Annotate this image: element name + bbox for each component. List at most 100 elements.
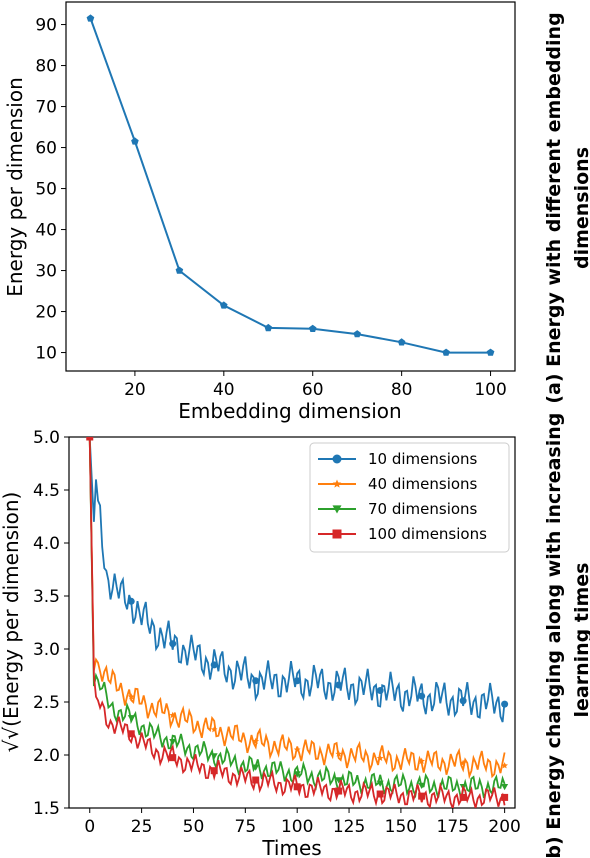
panel-a-xtick-label: 60 bbox=[302, 380, 324, 400]
panel-b-xtick-label: 150 bbox=[385, 817, 417, 837]
legend-marker bbox=[332, 454, 342, 464]
panel-b-series-marker bbox=[252, 776, 260, 784]
panel-a-xtick-label: 40 bbox=[213, 380, 235, 400]
panel-b-xtick-label: 100 bbox=[281, 817, 313, 837]
panel-b-series-2 bbox=[87, 437, 509, 799]
panel-b-marks bbox=[86, 437, 509, 808]
panel-a-ytick-label: 30 bbox=[35, 262, 57, 282]
panel-b-series-marker bbox=[501, 700, 509, 708]
panel-a-data-point bbox=[397, 338, 406, 346]
panel-b-series-marker bbox=[376, 780, 384, 787]
panel-a-ylabel: Energy per dimension bbox=[3, 77, 27, 297]
panel-b-series-marker bbox=[210, 767, 218, 775]
panel-b-series-marker bbox=[252, 737, 259, 745]
panel-a-data-point bbox=[264, 323, 273, 332]
panel-b-series-marker bbox=[293, 746, 301, 753]
panel-a-data-point bbox=[131, 137, 139, 145]
panel-b-series-marker bbox=[459, 793, 467, 801]
panel-a-data-point bbox=[442, 348, 450, 356]
panel-b-ytick-label: 1.5 bbox=[33, 799, 60, 819]
panel-a-caption-line-1: (a) Energy with different embedding bbox=[543, 12, 565, 403]
panel-b-series-marker bbox=[169, 711, 176, 719]
panel-b-series-line bbox=[88, 437, 506, 799]
legend-marker bbox=[332, 479, 342, 488]
panel-b-series-marker bbox=[459, 759, 467, 766]
panel-b-series-marker bbox=[210, 661, 218, 669]
legend-label: 40 dimensions bbox=[368, 475, 478, 493]
panel-b-series-marker bbox=[252, 764, 260, 771]
panel-b-plot-frame bbox=[68, 436, 516, 809]
panel-b-series-line bbox=[88, 437, 506, 723]
panel-a-ytick-label: 80 bbox=[35, 57, 57, 77]
panel-b-series-marker bbox=[335, 777, 343, 784]
legend-marker bbox=[332, 529, 342, 539]
panel-b-ticks: 0 25 50 75 100 125 150 175 200 1.5 2.0 2.5 3.0 3.5 4.0… bbox=[33, 428, 521, 837]
panel-b-ylabel: √√(Energy per dimension) bbox=[0, 492, 23, 753]
panel-a-ytick-label: 60 bbox=[35, 139, 57, 159]
panel-b-series-marker bbox=[169, 754, 177, 762]
panel-b-ytick-label: 5.0 bbox=[33, 428, 60, 448]
panel-b-series-marker bbox=[293, 783, 301, 791]
panel-a-xtick-label: 20 bbox=[124, 380, 146, 400]
panel-b-series-marker bbox=[459, 697, 467, 705]
panel-b-xtick-label: 175 bbox=[437, 817, 469, 837]
panel-a-ytick-label: 40 bbox=[35, 221, 57, 241]
panel-b-series-marker bbox=[501, 784, 509, 791]
panel-b-series-marker bbox=[335, 787, 343, 795]
panel-b-series-marker bbox=[501, 793, 509, 801]
panel-b-xtick-label: 50 bbox=[183, 817, 205, 837]
panel-a-ytick-label: 10 bbox=[35, 344, 57, 364]
panel-b-xtick-label: 75 bbox=[235, 817, 257, 837]
legend-label: 10 dimensions bbox=[368, 450, 478, 468]
panel-b-series-marker bbox=[376, 754, 384, 761]
panel-b-series-marker bbox=[376, 790, 384, 798]
panel-b-series-marker bbox=[376, 687, 384, 695]
panel-b-xlabel: Times bbox=[261, 836, 321, 858]
panel-b-series-marker bbox=[127, 730, 135, 738]
panel-a: 20 40 60 80 100 10 20 30 40 50 60 70 80 90 Embedding … bbox=[3, 1, 590, 423]
panel-b-series-marker bbox=[210, 726, 218, 733]
panel-a-caption-line-2: dimensions bbox=[571, 147, 590, 269]
panel-a-ytick-label: 90 bbox=[35, 16, 57, 36]
panel-b-ytick-label: 3.5 bbox=[33, 587, 60, 607]
panel-b-series-marker bbox=[86, 437, 94, 441]
panel-b-xtick-label: 25 bbox=[131, 817, 153, 837]
panel-a-ytick-label: 50 bbox=[35, 180, 57, 200]
panel-b-series-0 bbox=[86, 437, 509, 723]
panel-b-series-marker bbox=[418, 782, 426, 790]
legend-frame bbox=[309, 442, 510, 553]
panel-b-series-marker bbox=[210, 753, 218, 760]
panel-a-data-point bbox=[486, 348, 495, 356]
panel-b-series-marker bbox=[169, 738, 177, 746]
panel-b-series-marker bbox=[335, 750, 342, 757]
panel-a-ticks: 20 40 60 80 100 10 20 30 40 50 60 70 80 90 bbox=[35, 16, 506, 400]
panel-b-series-marker bbox=[418, 692, 426, 700]
panel-b-series-marker bbox=[169, 640, 177, 648]
panel-b-ytick-label: 4.5 bbox=[33, 481, 60, 501]
panel-b-series-marker bbox=[293, 677, 301, 685]
panel-b-xtick-label: 125 bbox=[333, 817, 365, 837]
legend-marker bbox=[332, 505, 342, 514]
panel-a-xtick-label: 80 bbox=[391, 380, 413, 400]
panel-a-ytick-label: 20 bbox=[35, 303, 57, 323]
panel-b-series-marker bbox=[127, 715, 135, 722]
panel-b-xtick-label: 200 bbox=[488, 817, 520, 837]
panel-b-ytick-label: 2.0 bbox=[33, 746, 60, 766]
panel-a-data-point bbox=[86, 14, 95, 22]
panel-a-series-line bbox=[89, 18, 491, 354]
panel-b-caption-line-2: learning times bbox=[571, 563, 590, 718]
panel-b-ytick-label: 3.0 bbox=[33, 640, 60, 660]
panel-a-ytick-label: 70 bbox=[35, 98, 57, 118]
panel-b-caption-line-1: (b) Energy changing along with increasin… bbox=[543, 413, 565, 858]
panel-a-xlabel: Embedding dimension bbox=[178, 399, 401, 423]
legend-label: 100 dimensions bbox=[368, 525, 487, 543]
panel-a-xtick-label: 100 bbox=[474, 380, 506, 400]
panel-b-series-marker bbox=[127, 597, 135, 605]
panel-b-series-marker bbox=[418, 792, 426, 800]
panel-b-ytick-label: 2.5 bbox=[33, 693, 60, 713]
panel-b-series-marker bbox=[335, 681, 343, 689]
panel-a-data-point bbox=[308, 324, 317, 332]
panel-a-marks bbox=[86, 14, 495, 356]
panel-b-series-marker bbox=[252, 677, 260, 685]
